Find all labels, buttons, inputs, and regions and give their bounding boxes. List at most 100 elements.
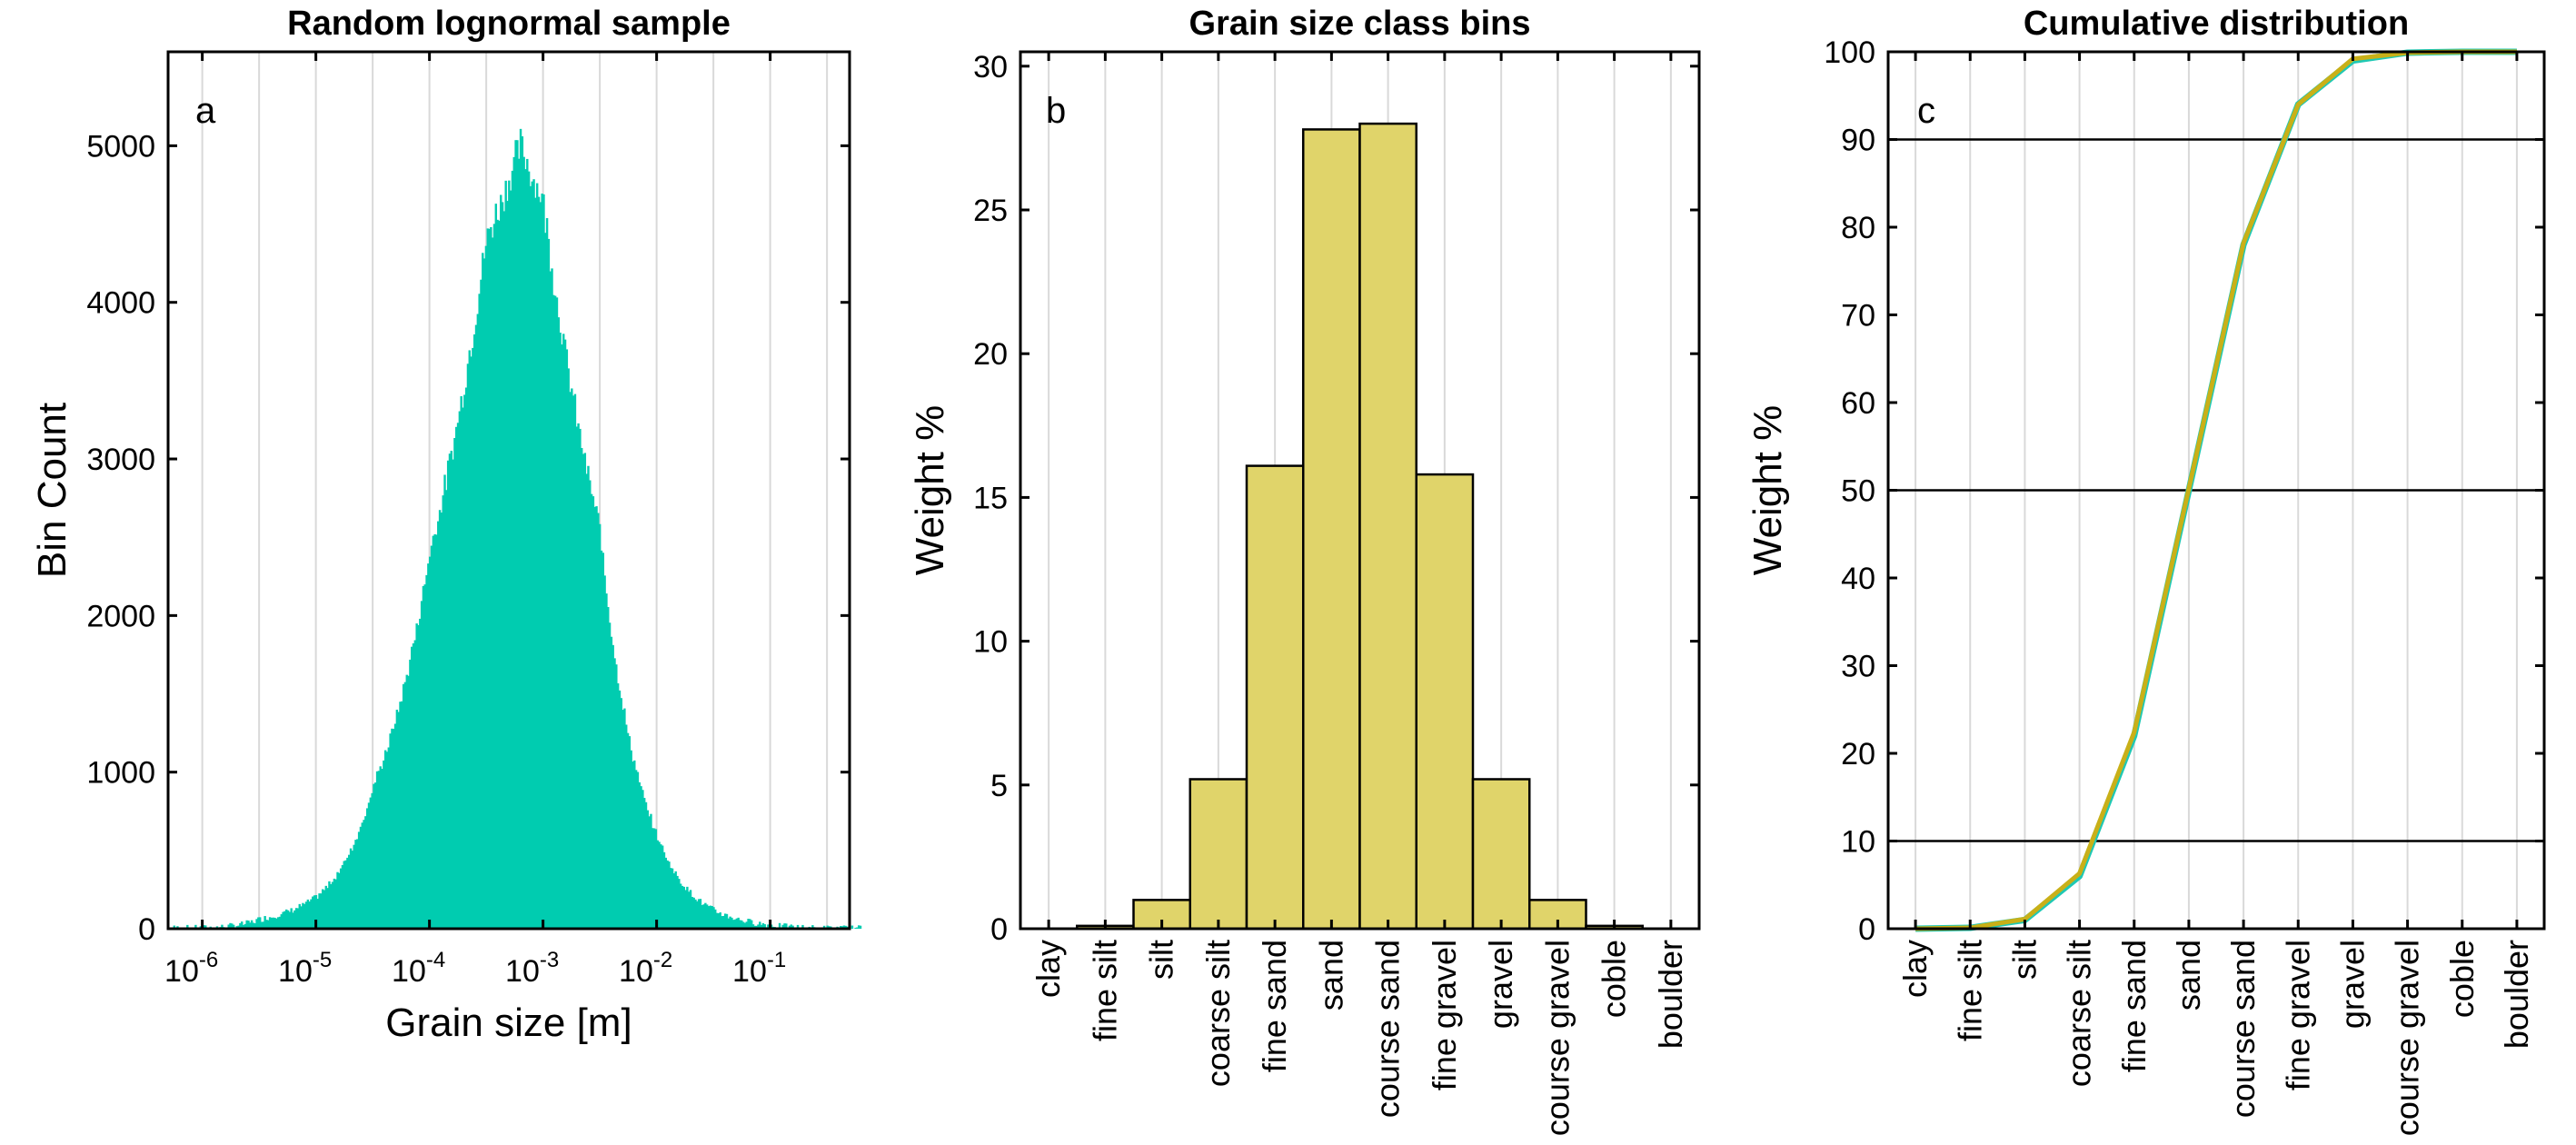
histogram-bin	[559, 333, 562, 929]
panel-a-y-tick-label: 1000	[86, 756, 155, 791]
histogram-bin	[250, 920, 254, 929]
histogram-bin	[719, 911, 721, 929]
panel-c-x-tick-label: fine gravel	[2279, 940, 2316, 1090]
histogram-bin	[354, 840, 357, 929]
histogram-bin	[393, 723, 397, 929]
histogram-bin	[597, 513, 600, 929]
panel-b-ticks: 0 5 10 15 20 25 30 clay fine silt silt coarse silt…	[973, 50, 1699, 1136]
histogram-bin	[303, 903, 306, 929]
histogram-bin	[626, 732, 630, 929]
histogram-bin	[593, 506, 596, 929]
panel-c-y-tick-label: 30	[1841, 650, 1875, 684]
histogram-bin	[462, 407, 464, 930]
panel-a-x-tick-label: 10-6	[164, 948, 218, 989]
histogram-bin	[280, 914, 283, 929]
histogram-bin	[364, 816, 367, 929]
histogram-bin	[516, 140, 519, 930]
panel-b-letter: b	[1046, 91, 1066, 131]
histogram-bin	[603, 575, 606, 929]
histogram-bin	[662, 851, 666, 929]
histogram-bin	[292, 912, 294, 929]
histogram-bin	[265, 920, 268, 929]
histogram-bin	[194, 924, 197, 929]
histogram-bin	[623, 708, 626, 929]
histogram-bin	[298, 903, 301, 929]
histogram-bin	[607, 606, 610, 929]
histogram-bin	[351, 851, 354, 929]
histogram-bin	[689, 890, 692, 929]
panel-b-y-tick-label: 15	[973, 481, 1008, 515]
histogram-bin	[733, 919, 737, 929]
panel-b-frame	[1019, 50, 1701, 931]
histogram-bin	[313, 895, 316, 929]
histogram-bin	[527, 171, 531, 929]
histogram-bin	[334, 879, 337, 929]
panel-c-y-tick-label: 20	[1841, 737, 1875, 772]
histogram-bin	[642, 798, 646, 929]
histogram-bin	[508, 180, 511, 929]
histogram-bin	[458, 411, 462, 929]
histogram-bin	[229, 922, 232, 929]
histogram-bin	[244, 923, 247, 929]
panel-c-y-tick-label: 50	[1841, 474, 1875, 509]
histogram-bin	[778, 922, 781, 929]
histogram-bin	[723, 913, 727, 929]
histogram-bin	[343, 861, 345, 929]
histogram-bin	[580, 448, 583, 929]
histogram-bin	[338, 872, 341, 929]
histogram-bin	[535, 183, 539, 929]
histogram-bin	[204, 925, 207, 929]
histogram-bin	[660, 844, 662, 929]
histogram-bin	[684, 890, 687, 929]
histogram-bin	[674, 871, 677, 929]
histogram-bin	[231, 923, 234, 929]
panel-a-x-tick-label: 10-4	[392, 948, 445, 989]
panel-b-x-tick-label: boulder	[1652, 940, 1689, 1049]
histogram-bin	[822, 925, 826, 929]
histogram-bin	[302, 902, 304, 929]
histogram-bin	[722, 915, 725, 929]
histogram-bin	[369, 797, 373, 929]
histogram-bin	[561, 344, 563, 929]
histogram-bin	[494, 204, 498, 929]
histogram-bin	[300, 906, 303, 929]
histogram-bin	[551, 268, 553, 930]
histogram-bin	[826, 925, 829, 929]
histogram-bin	[549, 271, 552, 930]
histogram-bin	[644, 802, 648, 929]
histogram-bin	[470, 356, 472, 929]
histogram-bin	[652, 828, 656, 929]
histogram-bin	[428, 556, 432, 929]
histogram-bin	[375, 771, 379, 929]
histogram-bin	[532, 179, 535, 929]
histogram-bin	[567, 368, 570, 929]
histogram-bin	[552, 294, 555, 929]
histogram-bin	[290, 908, 293, 929]
histogram-bin	[221, 924, 224, 929]
histogram-bin	[474, 324, 478, 930]
histogram-bin	[453, 437, 456, 929]
histogram-bin	[668, 861, 671, 929]
histogram-bin	[377, 771, 381, 929]
histogram-bin	[478, 294, 481, 929]
histogram-bin	[857, 925, 860, 929]
histogram-bin	[427, 563, 430, 929]
panel-a-y-tick-label: 2000	[86, 599, 155, 633]
panel-a-x-axis-label: Grain size [m]	[385, 1001, 632, 1045]
panel-a-x-tick-label: 10-2	[619, 948, 672, 989]
histogram-bin	[688, 891, 691, 929]
histogram-bin	[859, 925, 862, 929]
panel-b-y-axis-label: Weight %	[908, 405, 952, 576]
histogram-bin	[534, 197, 537, 929]
histogram-bin	[694, 899, 697, 929]
histogram-bin	[278, 916, 282, 929]
histogram-bin	[717, 913, 721, 929]
histogram-bin	[602, 553, 605, 929]
histogram-bin	[555, 297, 559, 929]
histogram-bin	[242, 924, 245, 929]
histogram-bin	[704, 902, 707, 929]
histogram-bin	[791, 925, 794, 929]
histogram-bin	[531, 181, 533, 929]
histogram-bin	[275, 918, 278, 929]
